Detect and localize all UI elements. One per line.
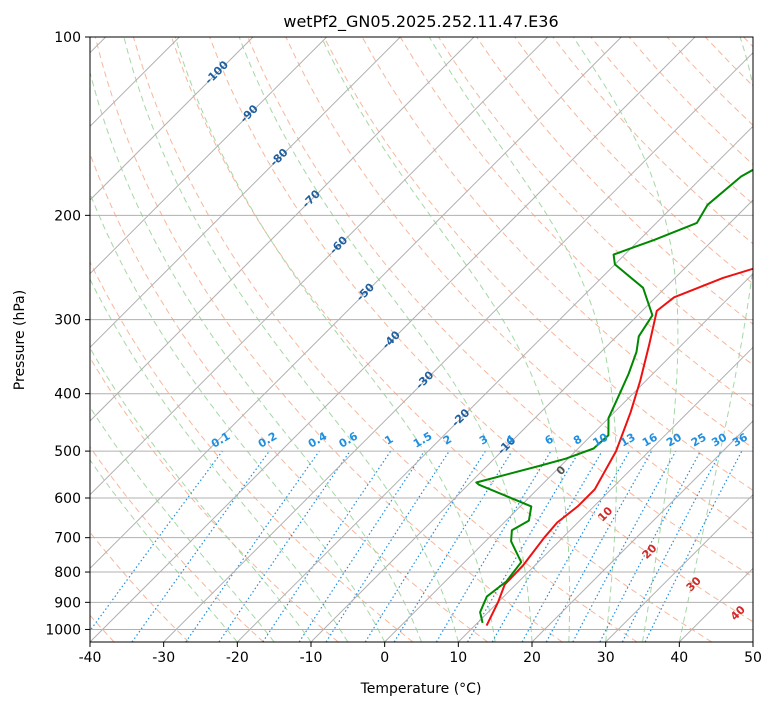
temperature-line [485, 267, 753, 627]
isotherm-line [605, 493, 753, 642]
grid [90, 37, 753, 642]
x-axis: -40 -30 -20 -10 0 10 20 30 40 50 [79, 642, 762, 666]
isotherm-line [163, 51, 753, 642]
y-tick-label: 100 [54, 30, 81, 46]
chart-title: wetPf2_GN05.2025.252.11.47.E36 [283, 12, 558, 32]
mixing-ratio-line [262, 450, 392, 642]
mixing-ratio-line [572, 450, 677, 642]
mixing-ratio-line [185, 450, 320, 642]
dry-adiabat [323, 37, 753, 491]
mixing-ratio-line [521, 450, 631, 642]
dry-adiabat [209, 37, 753, 623]
x-tick-label: 10 [449, 650, 467, 666]
y-tick-label: 1000 [45, 622, 81, 638]
x-tick-label: -20 [226, 650, 249, 666]
isotherm-line [310, 199, 753, 642]
moist-adiabat [90, 70, 422, 642]
isotherm-line [90, 37, 328, 275]
dry-adiabat [171, 37, 712, 642]
moist-adiabat [428, 37, 617, 642]
y-tick-label: 500 [54, 444, 81, 460]
isotherm-line [90, 37, 549, 496]
moist-adiabat [90, 192, 386, 642]
moist-adiabat [238, 37, 533, 642]
y-tick-label: 400 [54, 387, 81, 403]
x-tick-label: 20 [523, 650, 541, 666]
y-tick-label: 700 [54, 531, 81, 547]
y-tick-label: 800 [54, 565, 81, 581]
dewpoint-line [475, 168, 753, 624]
y-tick-label: 600 [54, 491, 81, 507]
mixing-ratio-line [545, 450, 653, 642]
x-tick-label: 40 [670, 650, 688, 666]
x-axis-label: Temperature (°C) [360, 681, 482, 697]
plot-area [90, 37, 753, 642]
x-tick-label: -40 [79, 650, 102, 666]
mixing-ratio-lines [90, 450, 743, 642]
mixing-ratio-line [393, 450, 513, 642]
mixing-ratio-line [325, 450, 450, 642]
x-tick-label: -30 [152, 650, 175, 666]
y-axis: 1000 900 800 700 600 500 400 300 200 100 [45, 30, 90, 638]
y-tick-label: 300 [54, 313, 81, 329]
mixing-ratio-line [218, 450, 351, 642]
isotherm-line [90, 37, 475, 422]
mixing-ratio-line [90, 450, 223, 632]
moist-adiabat [123, 37, 459, 642]
x-tick-label: 30 [597, 650, 615, 666]
y-axis-label: Pressure (hPa) [12, 290, 28, 390]
dry-adiabat [90, 260, 414, 642]
mixing-ratio-line [644, 450, 743, 642]
isotherm-line [531, 420, 753, 642]
dry-adiabat [132, 37, 638, 642]
dry-adiabat [94, 37, 563, 642]
series-lines [475, 168, 753, 627]
mixing-ratio-line [131, 450, 270, 642]
moist-adiabat [90, 278, 349, 642]
dry-adiabats [90, 37, 753, 642]
isotherm-line [90, 37, 622, 570]
plot-frame [89, 36, 754, 643]
x-tick-label: 50 [744, 650, 762, 666]
dry-adiabat [90, 446, 264, 642]
moist-adiabat [572, 37, 679, 642]
moist-adiabat [174, 37, 496, 642]
moist-adiabat [678, 37, 753, 642]
dry-adiabat [514, 37, 753, 285]
dry-adiabat [285, 37, 753, 535]
x-tick-label: 0 [380, 650, 389, 666]
isotherm-line [384, 272, 753, 642]
isotherm-line [90, 37, 696, 642]
isotherm-line [90, 37, 401, 349]
dry-adiabat [90, 356, 339, 642]
isotherm-line [457, 346, 753, 642]
dry-adiabat [476, 37, 753, 325]
moist-adiabats [90, 37, 753, 642]
moist-adiabat [90, 406, 275, 642]
isotherm-line [90, 37, 254, 201]
moist-adiabat [320, 37, 571, 642]
y-tick-label: 200 [54, 208, 81, 224]
moist-adiabat [90, 459, 238, 642]
dry-adiabat [247, 37, 753, 578]
y-tick-label: 900 [54, 595, 81, 611]
mixing-ratio-line [298, 450, 425, 642]
x-tick-label: -10 [300, 650, 323, 666]
isotherm-line [236, 125, 753, 642]
